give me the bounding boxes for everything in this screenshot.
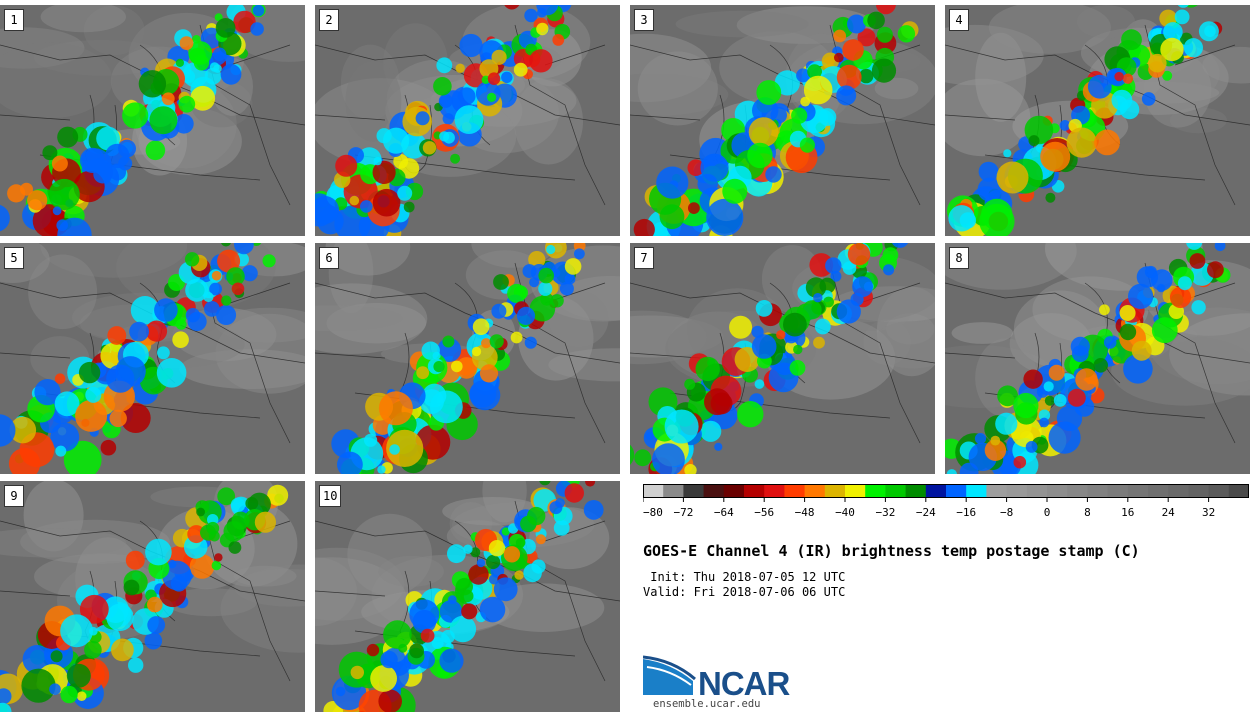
satellite-image bbox=[0, 481, 305, 712]
page-title: GOES-E Channel 4 (IR) brightness temp po… bbox=[643, 542, 1140, 560]
colorbar-swatch bbox=[744, 484, 765, 498]
colorbar-swatch bbox=[885, 484, 907, 498]
colorbar-swatch bbox=[905, 484, 927, 498]
colorbar-swatch bbox=[1107, 484, 1129, 498]
colorbar-tick-label: −72 bbox=[673, 506, 693, 519]
stamp-panel: 10 bbox=[315, 481, 620, 712]
colorbar-swatch bbox=[804, 484, 826, 498]
colorbar-swatch bbox=[683, 484, 705, 498]
colorbar-swatch bbox=[1208, 484, 1230, 498]
colorbar-tick-label: −8 bbox=[1000, 506, 1013, 519]
colorbar-tick-label: 24 bbox=[1162, 506, 1176, 519]
satellite-image bbox=[315, 5, 620, 236]
satellite-image bbox=[0, 5, 305, 236]
colorbar-swatch bbox=[1067, 484, 1088, 498]
panel-label: 7 bbox=[634, 247, 654, 269]
stamp-panel: 8 bbox=[945, 243, 1250, 474]
panel-label: 10 bbox=[319, 485, 342, 507]
colorbar-swatch bbox=[1168, 484, 1189, 498]
colorbar-swatch bbox=[643, 484, 664, 498]
colorbar-swatch bbox=[703, 484, 725, 498]
colorbar-tick-label: −80 bbox=[643, 506, 663, 519]
colorbar-swatch bbox=[824, 484, 846, 498]
panel-label: 2 bbox=[319, 9, 339, 31]
colorbar-tick-label: −16 bbox=[956, 506, 976, 519]
colorbar-swatch bbox=[1228, 484, 1249, 498]
satellite-image bbox=[630, 5, 935, 236]
colorbar-swatch bbox=[784, 484, 806, 498]
panel-label: 6 bbox=[319, 247, 339, 269]
colorbar-swatch bbox=[1006, 484, 1028, 498]
colorbar-tick-label: −64 bbox=[714, 506, 734, 519]
satellite-image bbox=[630, 243, 935, 474]
panel-label: 9 bbox=[4, 485, 24, 507]
ncar-url: ensemble.ucar.edu bbox=[653, 698, 761, 710]
colorbar-swatch bbox=[966, 484, 987, 498]
stamp-panel: 1 bbox=[0, 5, 305, 236]
satellite-image bbox=[0, 243, 305, 474]
colorbar-swatch bbox=[723, 484, 745, 498]
satellite-image bbox=[315, 243, 620, 474]
colorbar-swatch bbox=[946, 484, 967, 498]
ncar-logo: NCAR bbox=[643, 655, 791, 697]
panel-label: 4 bbox=[949, 9, 969, 31]
stamp-panel: 7 bbox=[630, 243, 935, 474]
colorbar-swatch bbox=[845, 484, 866, 498]
colorbar-tick-label: 16 bbox=[1121, 506, 1134, 519]
colorbar-swatch bbox=[1188, 484, 1210, 498]
colorbar-swatch bbox=[1148, 484, 1169, 498]
colorbar-swatch bbox=[1127, 484, 1149, 498]
colorbar-swatch bbox=[663, 484, 684, 498]
colorbar-tick-label: −48 bbox=[795, 506, 815, 519]
colorbar-swatch bbox=[1087, 484, 1109, 498]
colorbar-tick-label: 8 bbox=[1084, 506, 1091, 519]
colorbar: −80 −72 −64 −56 −48 −40 −32 −24 −16 −8 0 8 16 24 32 bbox=[643, 484, 1249, 519]
colorbar-tick-label: −24 bbox=[916, 506, 936, 519]
colorbar-tick-label: 0 bbox=[1044, 506, 1051, 519]
panel-label: 3 bbox=[634, 9, 654, 31]
stamp-panel: 2 bbox=[315, 5, 620, 236]
colorbar-swatch bbox=[1047, 484, 1068, 498]
stamp-panel: 9 bbox=[0, 481, 305, 712]
stamp-panel: 4 bbox=[945, 5, 1250, 236]
panel-label: 1 bbox=[4, 9, 24, 31]
colorbar-swatch bbox=[925, 484, 947, 498]
stamp-panel: 3 bbox=[630, 5, 935, 236]
colorbar-tick-label: −56 bbox=[754, 506, 774, 519]
stamp-panel: 6 bbox=[315, 243, 620, 474]
colorbar-swatch bbox=[1026, 484, 1048, 498]
colorbar-tick-label: −32 bbox=[875, 506, 895, 519]
panel-label: 5 bbox=[4, 247, 24, 269]
colorbar-swatch bbox=[986, 484, 1008, 498]
svg-text:NCAR: NCAR bbox=[698, 665, 790, 697]
colorbar-swatch bbox=[764, 484, 785, 498]
colorbar-tick-label: 32 bbox=[1202, 506, 1215, 519]
satellite-image bbox=[945, 5, 1250, 236]
colorbar-tick-label: −40 bbox=[835, 506, 855, 519]
colorbar-swatch bbox=[865, 484, 886, 498]
valid-time: Valid: Fri 2018-07-06 06 UTC bbox=[643, 585, 846, 599]
satellite-image bbox=[945, 243, 1250, 474]
panel-label: 8 bbox=[949, 247, 969, 269]
stamp-panel: 5 bbox=[0, 243, 305, 474]
satellite-image bbox=[315, 481, 620, 712]
init-time: Init: Thu 2018-07-05 12 UTC bbox=[643, 570, 846, 584]
